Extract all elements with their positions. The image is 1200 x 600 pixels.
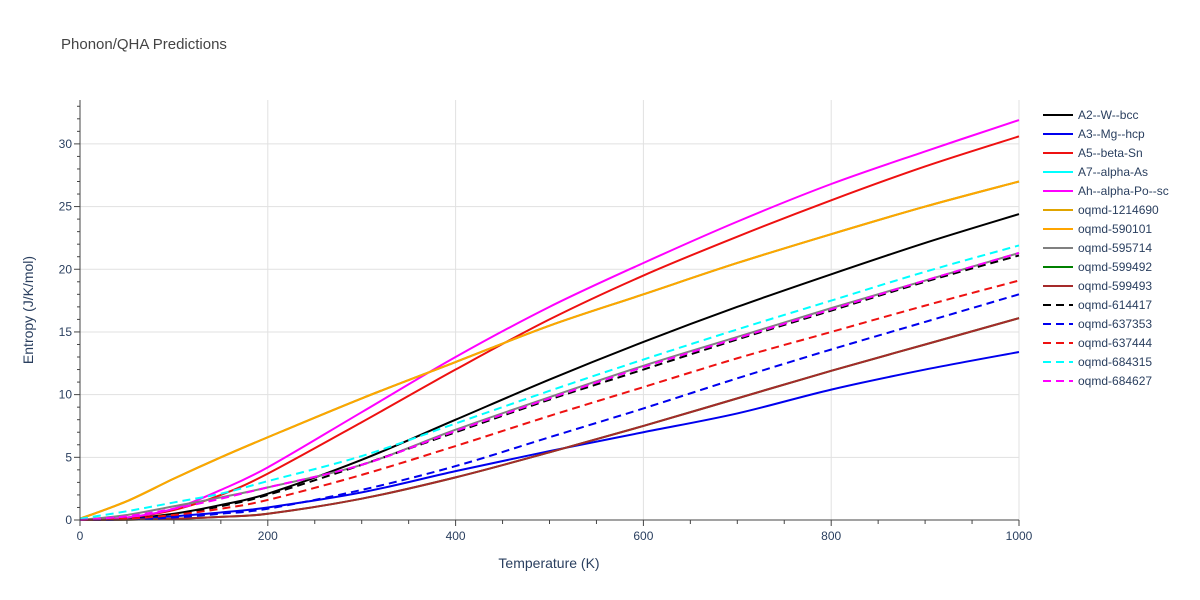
x-tick-label: 600 bbox=[633, 529, 653, 543]
y-tick-label: 20 bbox=[59, 262, 73, 276]
legend-label: A3--Mg--hcp bbox=[1078, 127, 1145, 141]
legend-label: oqmd-595714 bbox=[1078, 241, 1152, 255]
x-tick-label: 1000 bbox=[1006, 529, 1033, 543]
legend-item-oqmd-637353[interactable]: oqmd-637353 bbox=[1043, 317, 1152, 331]
x-tick-label: 400 bbox=[446, 529, 466, 543]
legend-label: oqmd-637353 bbox=[1078, 317, 1152, 331]
legend-label: oqmd-684315 bbox=[1078, 355, 1152, 369]
y-tick-label: 5 bbox=[65, 450, 72, 464]
y-tick-label: 30 bbox=[59, 137, 73, 151]
y-tick-label: 15 bbox=[59, 325, 73, 339]
legend-label: A5--beta-Sn bbox=[1078, 146, 1143, 160]
legend-item-oqmd-1214690[interactable]: oqmd-1214690 bbox=[1043, 203, 1159, 217]
legend-item-oqmd-684315[interactable]: oqmd-684315 bbox=[1043, 355, 1152, 369]
legend-label: A2--W--bcc bbox=[1078, 108, 1138, 122]
legend: A2--W--bcc A3--Mg--hcp A5--beta-Sn A7--alph… bbox=[1043, 108, 1169, 388]
legend-label: Ah--alpha-Po--sc bbox=[1078, 184, 1169, 198]
legend-label: oqmd-599493 bbox=[1078, 279, 1152, 293]
series-line-oqmd-684315 bbox=[79, 244, 1020, 520]
series-line-a3-mg-hcp bbox=[79, 351, 1020, 521]
legend-item-ah-alpha-po-sc[interactable]: Ah--alpha-Po--sc bbox=[1043, 184, 1169, 198]
series-line-oqmd-599493 bbox=[79, 317, 1020, 521]
legend-label: oqmd-637444 bbox=[1078, 336, 1152, 350]
axes: 0 200 400 600 800 1000 0 5 10 15 20 25 30 bbox=[59, 100, 1033, 543]
y-tick-label: 10 bbox=[59, 388, 73, 402]
series-line-a5-beta-sn bbox=[79, 135, 1020, 521]
legend-item-a7-alpha-as[interactable]: A7--alpha-As bbox=[1043, 165, 1148, 179]
legend-item-a2-w-bcc[interactable]: A2--W--bcc bbox=[1043, 108, 1138, 122]
legend-item-a5-beta-sn[interactable]: A5--beta-Sn bbox=[1043, 146, 1143, 160]
legend-label: oqmd-599492 bbox=[1078, 260, 1152, 274]
series-line-oqmd-684627 bbox=[79, 251, 1020, 521]
series-line-oqmd-637444 bbox=[79, 279, 1020, 521]
legend-item-oqmd-684627[interactable]: oqmd-684627 bbox=[1043, 374, 1152, 388]
y-axis-label: Entropy (J/K/mol) bbox=[20, 256, 36, 364]
x-axis-label: Temperature (K) bbox=[498, 555, 599, 571]
legend-label: oqmd-590101 bbox=[1078, 222, 1152, 236]
legend-item-oqmd-614417[interactable]: oqmd-614417 bbox=[1043, 298, 1152, 312]
legend-item-oqmd-599493[interactable]: oqmd-599493 bbox=[1043, 279, 1152, 293]
chart-title: Phonon/QHA Predictions bbox=[61, 36, 227, 53]
legend-item-oqmd-637444[interactable]: oqmd-637444 bbox=[1043, 336, 1152, 350]
series-line-a2-w-bcc bbox=[79, 213, 1020, 521]
series-line-oqmd-614417 bbox=[79, 254, 1020, 521]
series-lines bbox=[79, 119, 1020, 521]
x-tick-label: 800 bbox=[821, 529, 841, 543]
legend-item-oqmd-599492[interactable]: oqmd-599492 bbox=[1043, 260, 1152, 274]
y-tick-label: 0 bbox=[65, 513, 72, 527]
legend-label: oqmd-614417 bbox=[1078, 298, 1152, 312]
series-line-a7-alpha-as bbox=[79, 180, 1020, 520]
legend-item-oqmd-590101[interactable]: oqmd-590101 bbox=[1043, 222, 1152, 236]
x-tick-label: 200 bbox=[258, 529, 278, 543]
legend-label: A7--alpha-As bbox=[1078, 165, 1148, 179]
series-line-oqmd-1214690 bbox=[79, 180, 1020, 520]
series-line-oqmd-595714 bbox=[79, 251, 1020, 521]
legend-item-a3-mg-hcp[interactable]: A3--Mg--hcp bbox=[1043, 127, 1145, 141]
series-line-oqmd-637353 bbox=[79, 293, 1020, 521]
legend-item-oqmd-595714[interactable]: oqmd-595714 bbox=[1043, 241, 1152, 255]
x-tick-label: 0 bbox=[77, 529, 84, 543]
y-tick-label: 25 bbox=[59, 200, 73, 214]
legend-label: oqmd-1214690 bbox=[1078, 203, 1159, 217]
legend-label: oqmd-684627 bbox=[1078, 374, 1152, 388]
series-line-oqmd-590101 bbox=[79, 180, 1020, 520]
